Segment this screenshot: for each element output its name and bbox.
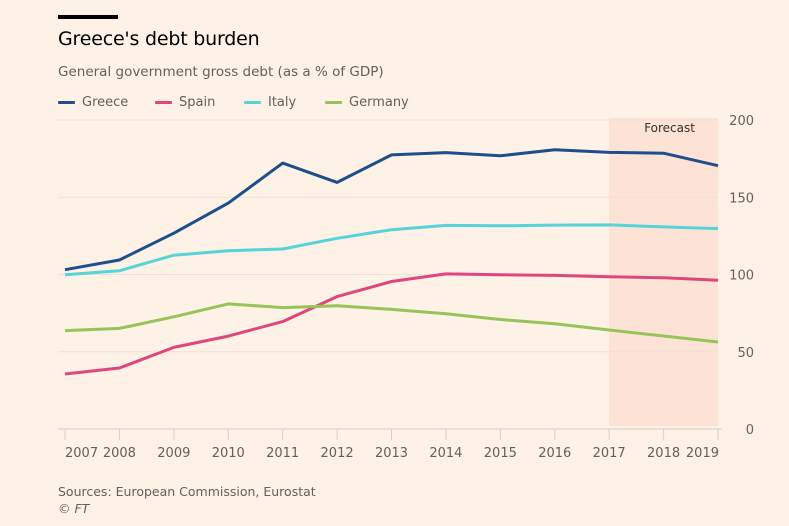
forecast-label: Forecast xyxy=(644,121,695,135)
legend-swatch-italy xyxy=(244,101,261,104)
top-rule xyxy=(58,15,118,19)
legend-swatch-germany xyxy=(325,101,342,104)
x-tick-label-2016: 2016 xyxy=(538,446,571,461)
x-tick-label-2010: 2010 xyxy=(212,446,245,461)
legend-label-italy: Italy xyxy=(268,95,297,110)
x-tick-label-2019: 2019 xyxy=(686,446,719,461)
legend-swatch-greece xyxy=(58,101,75,104)
x-tick-label-2008: 2008 xyxy=(103,446,136,461)
legend-label-spain: Spain xyxy=(179,95,216,110)
series-line-germany xyxy=(64,302,719,344)
x-tick-label-2013: 2013 xyxy=(375,446,408,461)
legend-label-greece: Greece xyxy=(82,95,129,110)
y-tick-label-100: 100 xyxy=(729,269,754,284)
series-line-spain xyxy=(64,272,719,376)
x-tick-label-2018: 2018 xyxy=(647,446,680,461)
legend-item-greece: Greece xyxy=(58,95,155,110)
chart-subtitle: General government gross debt (as a % of… xyxy=(58,64,384,80)
series-line-italy xyxy=(64,223,719,277)
x-tick-label-2011: 2011 xyxy=(266,446,299,461)
y-tick-label-0: 0 xyxy=(746,423,754,438)
legend-swatch-spain xyxy=(155,101,172,104)
y-tick-label-150: 150 xyxy=(729,191,754,206)
x-tick-label-2017: 2017 xyxy=(593,446,626,461)
x-tick-label-2014: 2014 xyxy=(429,446,462,461)
legend-label-germany: Germany xyxy=(349,95,409,110)
forecast-band xyxy=(609,118,718,426)
legend: Greece Spain Italy Germany xyxy=(58,95,409,110)
source-note: Sources: European Commission, Eurostat xyxy=(58,484,316,499)
y-tick-label-200: 200 xyxy=(729,114,754,129)
chart-title: Greece's debt burden xyxy=(58,28,260,50)
legend-item-germany: Germany xyxy=(325,95,409,110)
x-tick-label-2012: 2012 xyxy=(321,446,354,461)
x-tick-label-2007: 2007 xyxy=(65,446,98,461)
series-line-greece xyxy=(64,148,719,272)
legend-item-spain: Spain xyxy=(155,95,244,110)
copyright-note: © FT xyxy=(58,501,90,516)
legend-item-italy: Italy xyxy=(244,95,325,110)
x-tick-label-2009: 2009 xyxy=(157,446,190,461)
y-tick-label-50: 50 xyxy=(737,346,754,361)
x-tick-label-2015: 2015 xyxy=(484,446,517,461)
